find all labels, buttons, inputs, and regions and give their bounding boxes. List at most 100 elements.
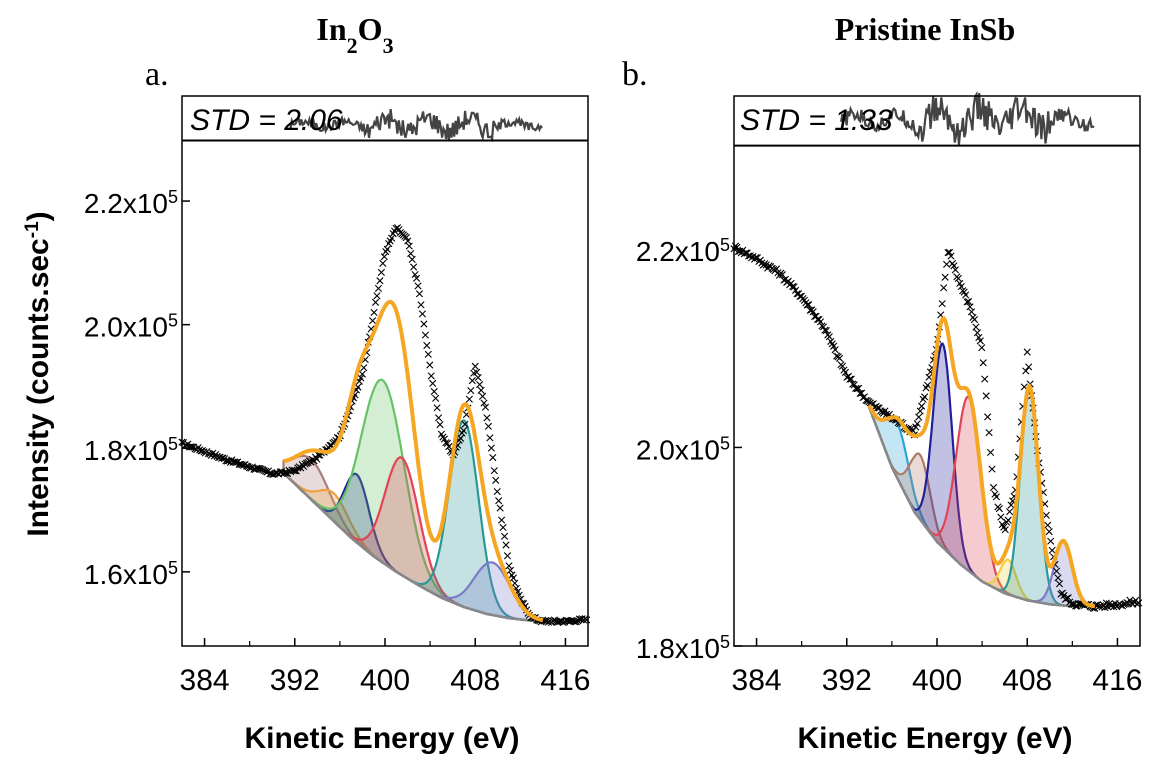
panel-b-data-point: [938, 300, 946, 308]
panel-a-data-point: [360, 364, 368, 372]
panel-b-data-point: [915, 413, 923, 421]
panel-a-data-point: [511, 579, 519, 587]
y-axis-label: Intensity (counts.sec-1): [22, 211, 56, 536]
panel-b-data-point: [847, 375, 855, 383]
panel-a-data-point: [583, 616, 591, 624]
panel-a-plot: STD = 2.06 384 392 400 408 416 1.6x105 1.8x10…: [84, 95, 591, 697]
panel-a-data-point: [500, 532, 509, 540]
panel-a-data-point: [217, 454, 226, 462]
panel-a-data-point: [465, 395, 473, 403]
panel-a-data-point: [373, 292, 381, 300]
panel-b-data-point: [986, 448, 995, 457]
panel-b-data-point: [1054, 574, 1062, 582]
panel-a-data-point: [424, 350, 432, 358]
panel-a-data-point: [238, 461, 246, 469]
panel-a-data-point: [506, 566, 514, 574]
panel-a-data-point: [483, 414, 491, 422]
panel-b-data-point: [752, 253, 760, 262]
panel-b-data-point: [1045, 528, 1053, 536]
panel-a-data-point: [414, 282, 422, 290]
panel-a-data-point: [412, 274, 421, 282]
panel-b-data-point: [921, 393, 929, 401]
panel-a-data-point: [420, 320, 428, 328]
panel-b-y-tick-label: 2.2x105: [636, 235, 730, 267]
panel-a-data-point: [492, 476, 500, 484]
panel-b-data-point: [951, 266, 959, 274]
panel-a-x-axis-label: Kinetic Energy (eV): [244, 722, 519, 755]
panel-a-data-point: [407, 249, 415, 258]
panel-a-data-point: [467, 386, 475, 395]
panel-b-data-point: [942, 260, 951, 268]
panel-b-data-point: [916, 407, 924, 415]
panel-a-data-point: [498, 516, 506, 524]
panel-a-data-point: [357, 374, 365, 382]
panel-a-y-tick-label: 2.2x105: [84, 187, 178, 219]
panel-b-data-point: [954, 274, 962, 283]
panel-a-data-point: [313, 455, 321, 463]
panel-b-data-point: [957, 282, 965, 291]
panel-a-data-point: [429, 379, 437, 387]
panel-b-data-point: [816, 318, 825, 326]
panel-a-x-tick-label: 392: [270, 664, 320, 697]
panel-b-data-point: [1001, 526, 1009, 534]
panel-a-y-tick-label: 1.6x105: [84, 558, 178, 590]
panel-b-data-point: [841, 368, 850, 376]
panel-a-data-point: [486, 434, 494, 442]
panel-b-data-point: [966, 303, 974, 311]
panel-a-data-point: [354, 383, 362, 391]
panel-b-data-point: [947, 252, 955, 260]
panel-a-letter: a.: [145, 56, 169, 93]
panel-b-data-point: [962, 291, 970, 299]
panel-a-x-tick-label: 408: [450, 664, 500, 697]
panel-b-data-point: [970, 315, 979, 324]
panel-b-data-point: [821, 326, 829, 334]
panel-a-data-point: [235, 460, 243, 468]
panel-b-data-point: [846, 375, 854, 383]
panel-a-data-point: [411, 270, 419, 279]
panel-b-data-point: [967, 308, 976, 316]
panel-b-data-point: [1006, 508, 1014, 516]
panel-b-background-line: [868, 407, 1095, 608]
panel-b-y-ticks: 1.8x105 2.0x105 2.2x105: [636, 235, 742, 664]
panel-b-data-point: [981, 375, 989, 383]
panel-b-data-point: [995, 505, 1003, 513]
panel-b-data-point: [778, 271, 786, 279]
panel-a-data-point: [477, 386, 485, 394]
panel-b-data-point: [978, 344, 986, 352]
panel-b-x-tick-label: 416: [1092, 664, 1142, 697]
panel-b-x-tick-label: 392: [822, 664, 872, 697]
panel-a-y-tick-label: 1.8x105: [84, 434, 178, 466]
panel-b-data-point: [1064, 594, 1072, 602]
panel-a-data-point: [427, 372, 435, 380]
panel-a-data-point: [405, 242, 413, 250]
panel-b-data-point: [982, 392, 990, 400]
panel-a-data-point: [476, 380, 484, 389]
panel-a-data-point: [371, 298, 380, 306]
panel-b-data-point: [1007, 501, 1015, 509]
panel-a-envelope-line: [283, 299, 544, 623]
panel-b-data-point: [1022, 367, 1030, 375]
panel-b-data-point: [1044, 521, 1052, 529]
panel-a-data-point: [433, 404, 441, 412]
panel-a-data-point: [432, 394, 440, 402]
panel-a-data-point: [575, 615, 583, 623]
panel-b-data-point: [997, 513, 1005, 521]
panel-a-data-point: [376, 277, 384, 285]
panel-a-data-point: [445, 443, 453, 451]
panel-b-data-point: [923, 381, 932, 389]
panel-b-data-point: [941, 273, 949, 281]
panel-b-data-point: [985, 428, 993, 437]
panel-a-residual-line: [288, 108, 543, 143]
panel-b-data-point: [950, 262, 958, 270]
panel-a-data-point: [423, 341, 431, 350]
panel-b-data-point: [1025, 363, 1033, 371]
panel-a-data-point: [415, 290, 424, 298]
panel-b-y-tick-label: 2.0x105: [636, 433, 730, 465]
panel-a-data-point: [222, 457, 230, 465]
panel-b-data-point: [855, 384, 863, 392]
panel-a-data-point: [430, 387, 438, 396]
panel-b-data-point: [856, 389, 864, 397]
panel-b-data-point: [945, 248, 954, 256]
panel-a-data-point: [383, 245, 391, 253]
panel-a-data-point: [377, 268, 385, 276]
